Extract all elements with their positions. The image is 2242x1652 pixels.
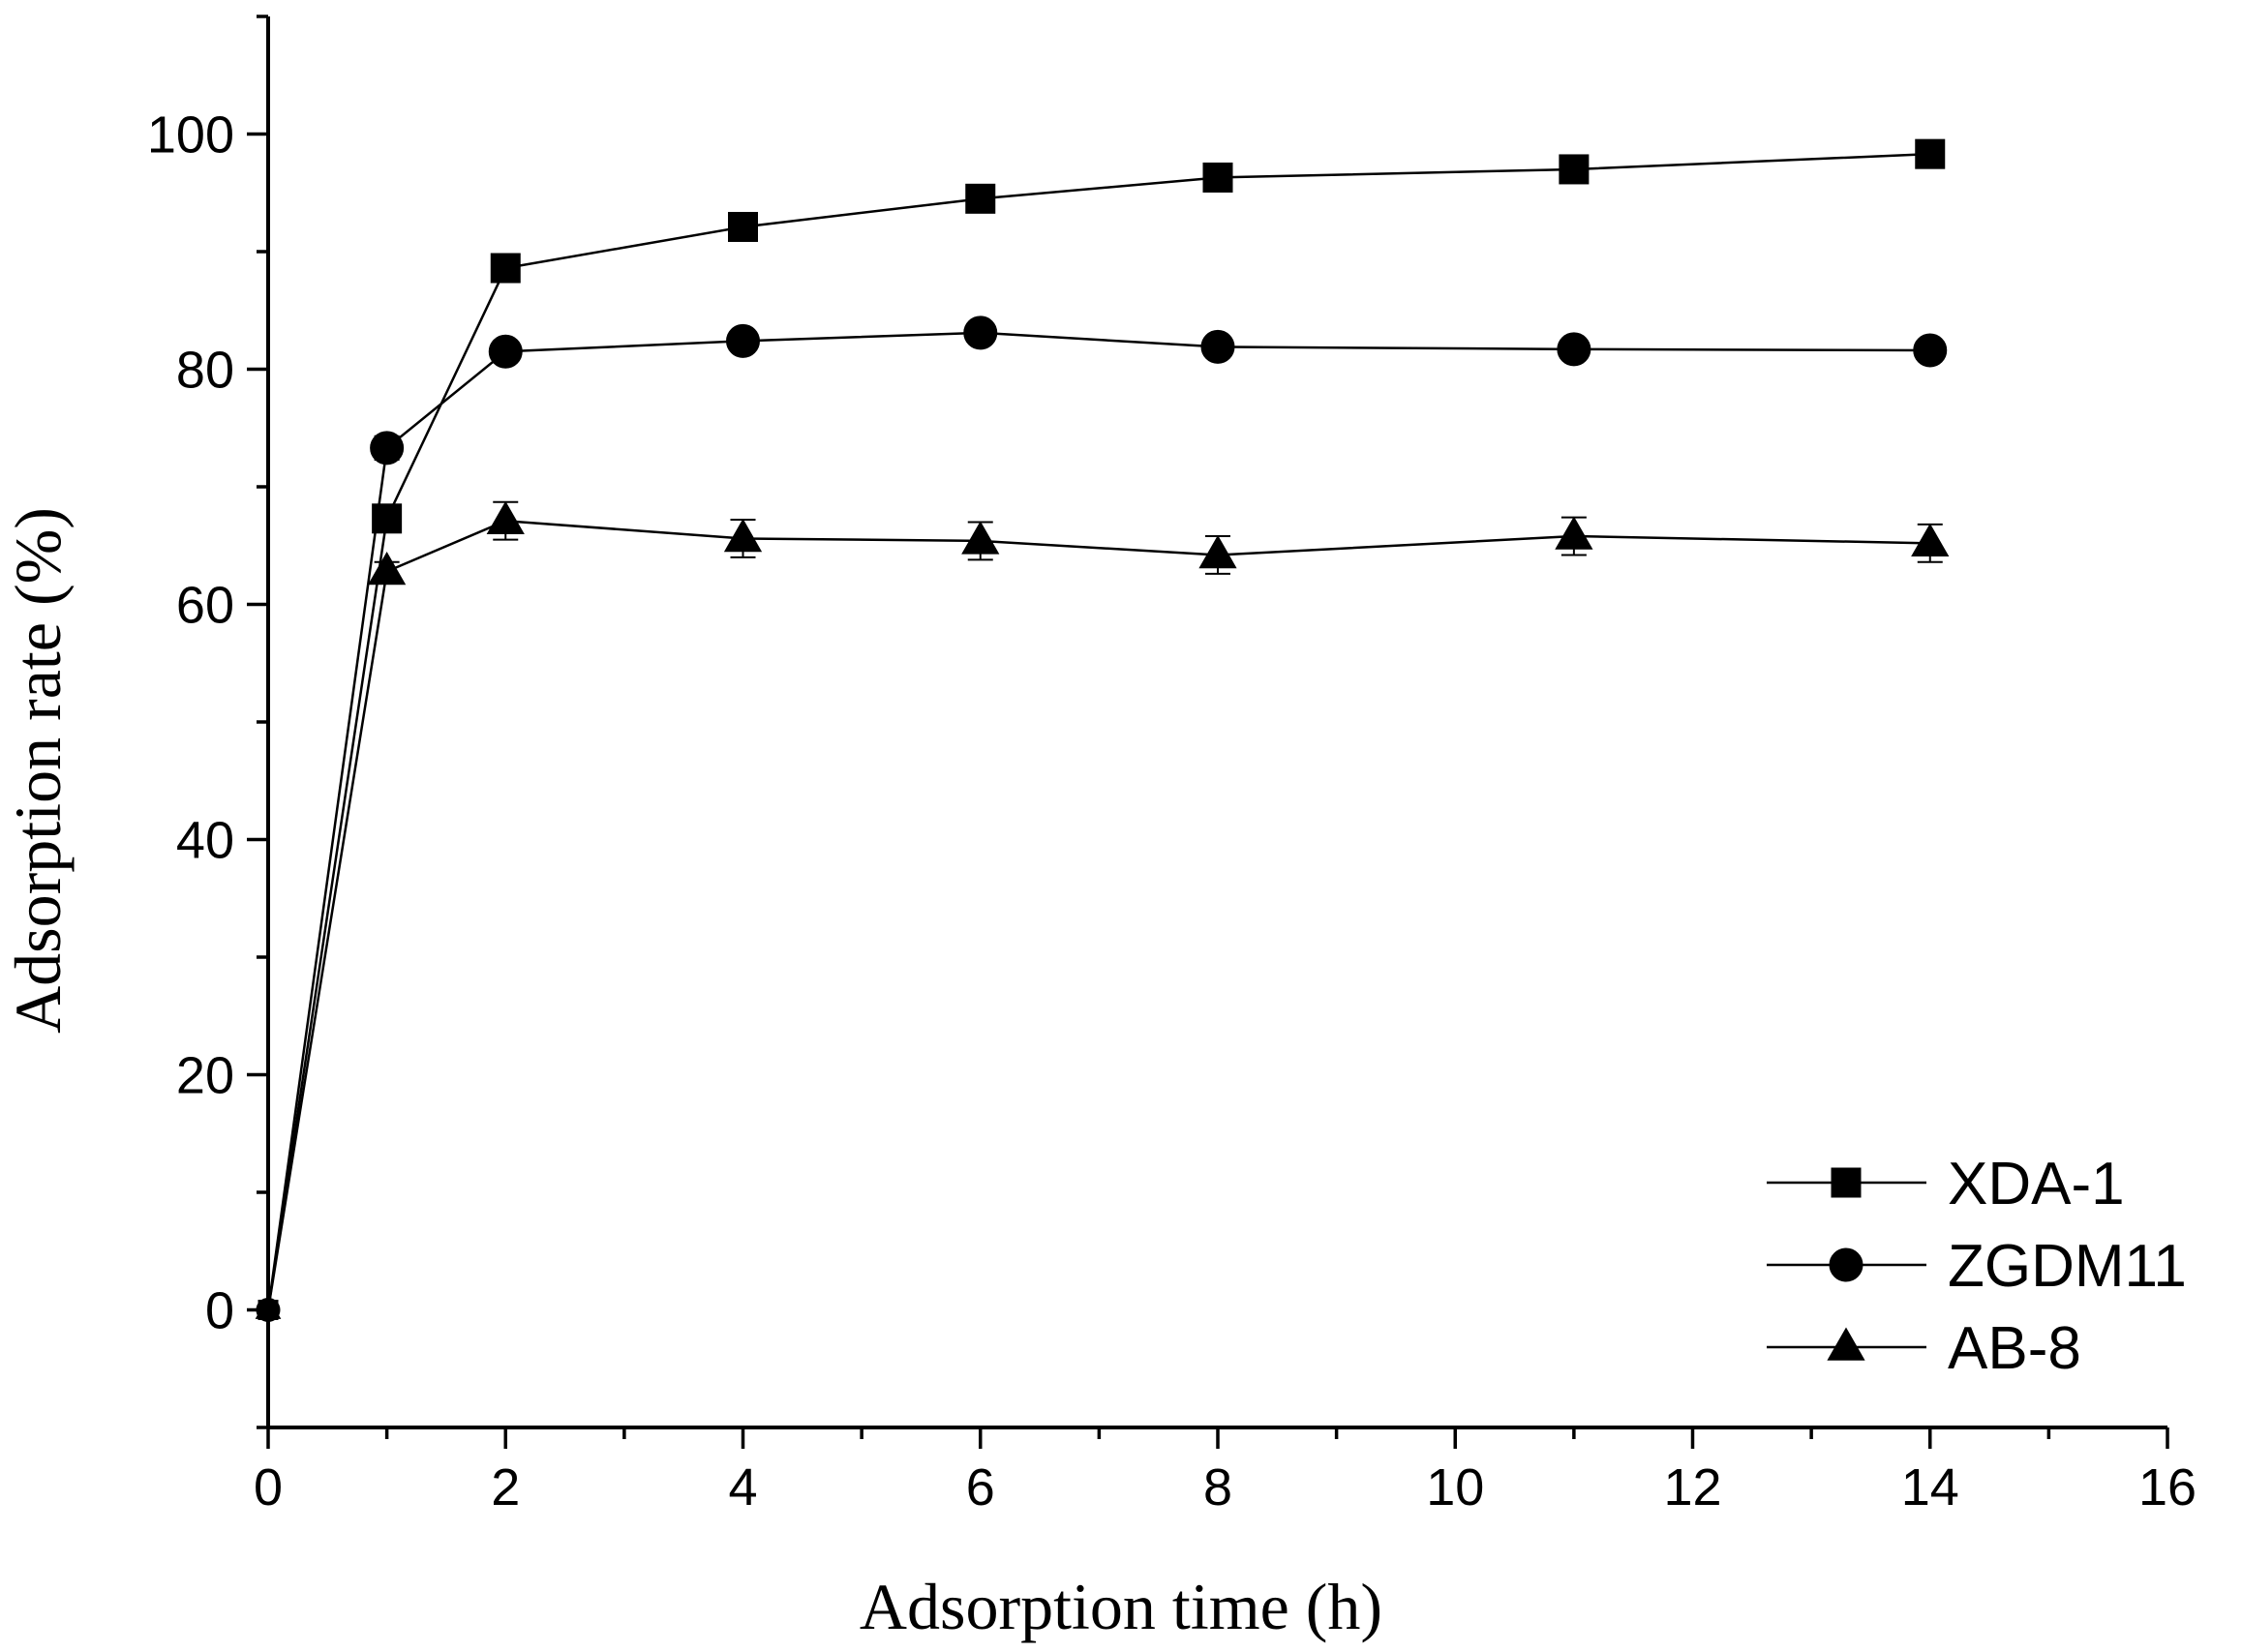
legend-marker: [1831, 1167, 1862, 1198]
data-point: [961, 521, 1000, 555]
y-tick-label: 0: [205, 1282, 234, 1340]
data-point: [963, 315, 998, 350]
x-axis-title: Adsorption time (h): [860, 1570, 1382, 1643]
x-axis-ticks: 0 2 4 6 8 10 12 14 16: [254, 1427, 2197, 1517]
data-point: [726, 323, 760, 358]
x-tick-label: 2: [491, 1458, 520, 1517]
data-point: [1911, 523, 1950, 557]
legend-marker: [1827, 1327, 1865, 1361]
series-xda-1: [258, 138, 1946, 1320]
x-tick-label: 0: [254, 1458, 283, 1517]
y-tick-label: 80: [176, 342, 234, 400]
data-point: [723, 518, 763, 553]
legend-item-xda-1: XDA-1: [1767, 1151, 2125, 1217]
data-point: [1915, 138, 1946, 169]
legend-label: XDA-1: [1948, 1151, 2125, 1217]
data-point: [490, 253, 521, 284]
x-tick-label: 12: [1663, 1458, 1721, 1517]
data-point: [728, 211, 758, 242]
x-tick-label: 16: [2138, 1458, 2197, 1517]
data-point: [486, 500, 525, 534]
data-point: [1559, 154, 1590, 185]
data-point: [965, 183, 996, 214]
data-point: [255, 1296, 282, 1319]
y-axis-title: Adsorption rate (%): [1, 507, 75, 1034]
legend-label: AB-8: [1948, 1315, 2081, 1382]
series-layer: [255, 138, 1950, 1322]
data-point: [368, 551, 407, 586]
data-point: [1555, 516, 1593, 550]
y-tick-label: 40: [176, 812, 234, 870]
legend-marker: [1829, 1247, 1863, 1282]
series-line: [266, 331, 1930, 1310]
y-tick-label: 20: [176, 1047, 234, 1105]
series-zgdm11: [256, 315, 1948, 1322]
data-point: [1913, 333, 1948, 368]
axes: [266, 16, 2167, 1429]
x-tick-label: 14: [1901, 1458, 1959, 1517]
legend: XDA-1 ZGDM11 AB-8: [1767, 1151, 2187, 1382]
y-axis-ticks: 0 20 40 60 80 100: [147, 15, 268, 1429]
x-tick-label: 10: [1426, 1458, 1484, 1517]
data-point: [488, 334, 523, 369]
legend-item-ab-8: AB-8: [1767, 1315, 2081, 1382]
x-tick-label: 8: [1203, 1458, 1232, 1517]
data-point: [1198, 534, 1237, 569]
series-line: [266, 519, 1930, 1310]
series-line: [266, 152, 1930, 1310]
y-tick-label: 60: [176, 577, 234, 635]
y-tick-label: 100: [147, 106, 234, 165]
legend-label: ZGDM11: [1948, 1233, 2187, 1300]
x-tick-label: 6: [966, 1458, 995, 1517]
legend-item-zgdm11: ZGDM11: [1767, 1233, 2187, 1300]
series-ab-8: [255, 500, 1950, 1319]
x-tick-label: 4: [728, 1458, 757, 1517]
data-point: [1557, 332, 1591, 367]
data-point: [1202, 162, 1233, 193]
data-point: [370, 431, 405, 466]
data-point: [1200, 329, 1235, 364]
